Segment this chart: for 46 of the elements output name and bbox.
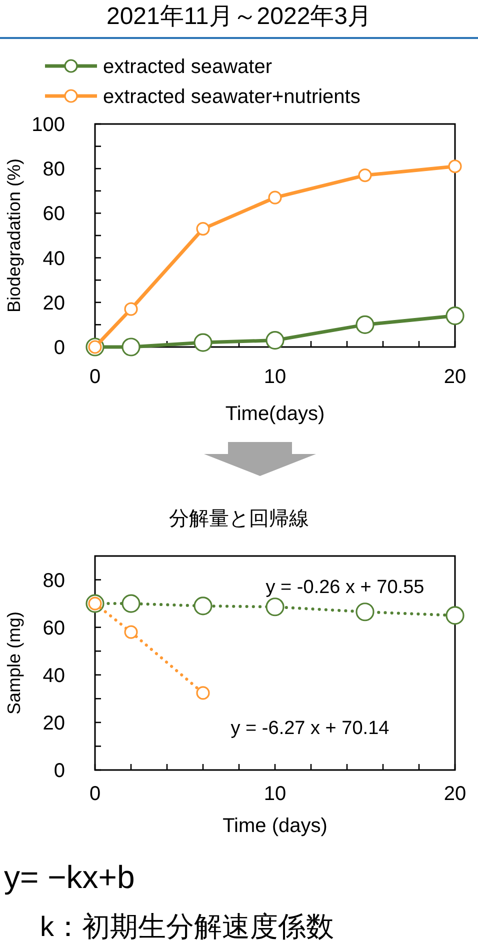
point (122, 594, 140, 613)
point (356, 315, 374, 334)
point (446, 606, 464, 625)
point (266, 331, 284, 350)
y-tick-label: 0 (54, 337, 65, 359)
point (124, 625, 138, 639)
x-tick-label: 20 (444, 783, 466, 805)
point (194, 596, 212, 616)
y-tick-label: 100 (32, 114, 65, 136)
y-tick-label: 20 (42, 712, 65, 734)
point (196, 222, 210, 236)
point (196, 686, 210, 700)
point (268, 190, 282, 204)
y-axis-title: Biodegradation (%) (4, 158, 24, 313)
x-tick-label: 10 (264, 366, 286, 388)
y-tick-label: 80 (42, 158, 65, 181)
x-tick-label: 0 (89, 783, 101, 805)
point (194, 333, 212, 352)
point (124, 302, 138, 316)
annotation: y = -0.26 x + 70.55 (266, 577, 424, 598)
legend-label: extracted seawater (103, 56, 272, 78)
legend-label: extracted seawater+nutrients (103, 86, 360, 108)
x-tick-label: 20 (444, 366, 466, 388)
y-tick-label: 60 (42, 617, 65, 640)
x-axis-title: Time (days) (222, 815, 328, 837)
point (448, 160, 462, 174)
point (266, 598, 284, 616)
y-tick-label: 40 (42, 664, 65, 687)
annotation: y = -6.27 x + 70.14 (230, 718, 390, 739)
chart-title: 2021年11月～2022年3月 (106, 3, 372, 30)
point (358, 168, 372, 182)
y-tick-label: 0 (54, 760, 65, 782)
y-axis-title: Sample (mg) (4, 611, 24, 715)
y-tick-label: 20 (42, 292, 65, 314)
text: y= −kx+b (4, 859, 135, 895)
y-tick-label: 80 (42, 570, 65, 592)
text: k：初期生分解速度係数 (40, 911, 334, 942)
point (446, 306, 464, 326)
y-tick-label: 40 (42, 248, 65, 270)
point (122, 338, 140, 356)
x-axis-title: Time(days) (225, 403, 325, 425)
point (356, 602, 374, 622)
y-tick-label: 60 (42, 203, 65, 226)
x-tick-label: 0 (89, 366, 101, 388)
chart-title: 分解量と回帰線 (169, 508, 309, 530)
x-tick-label: 10 (264, 783, 286, 805)
